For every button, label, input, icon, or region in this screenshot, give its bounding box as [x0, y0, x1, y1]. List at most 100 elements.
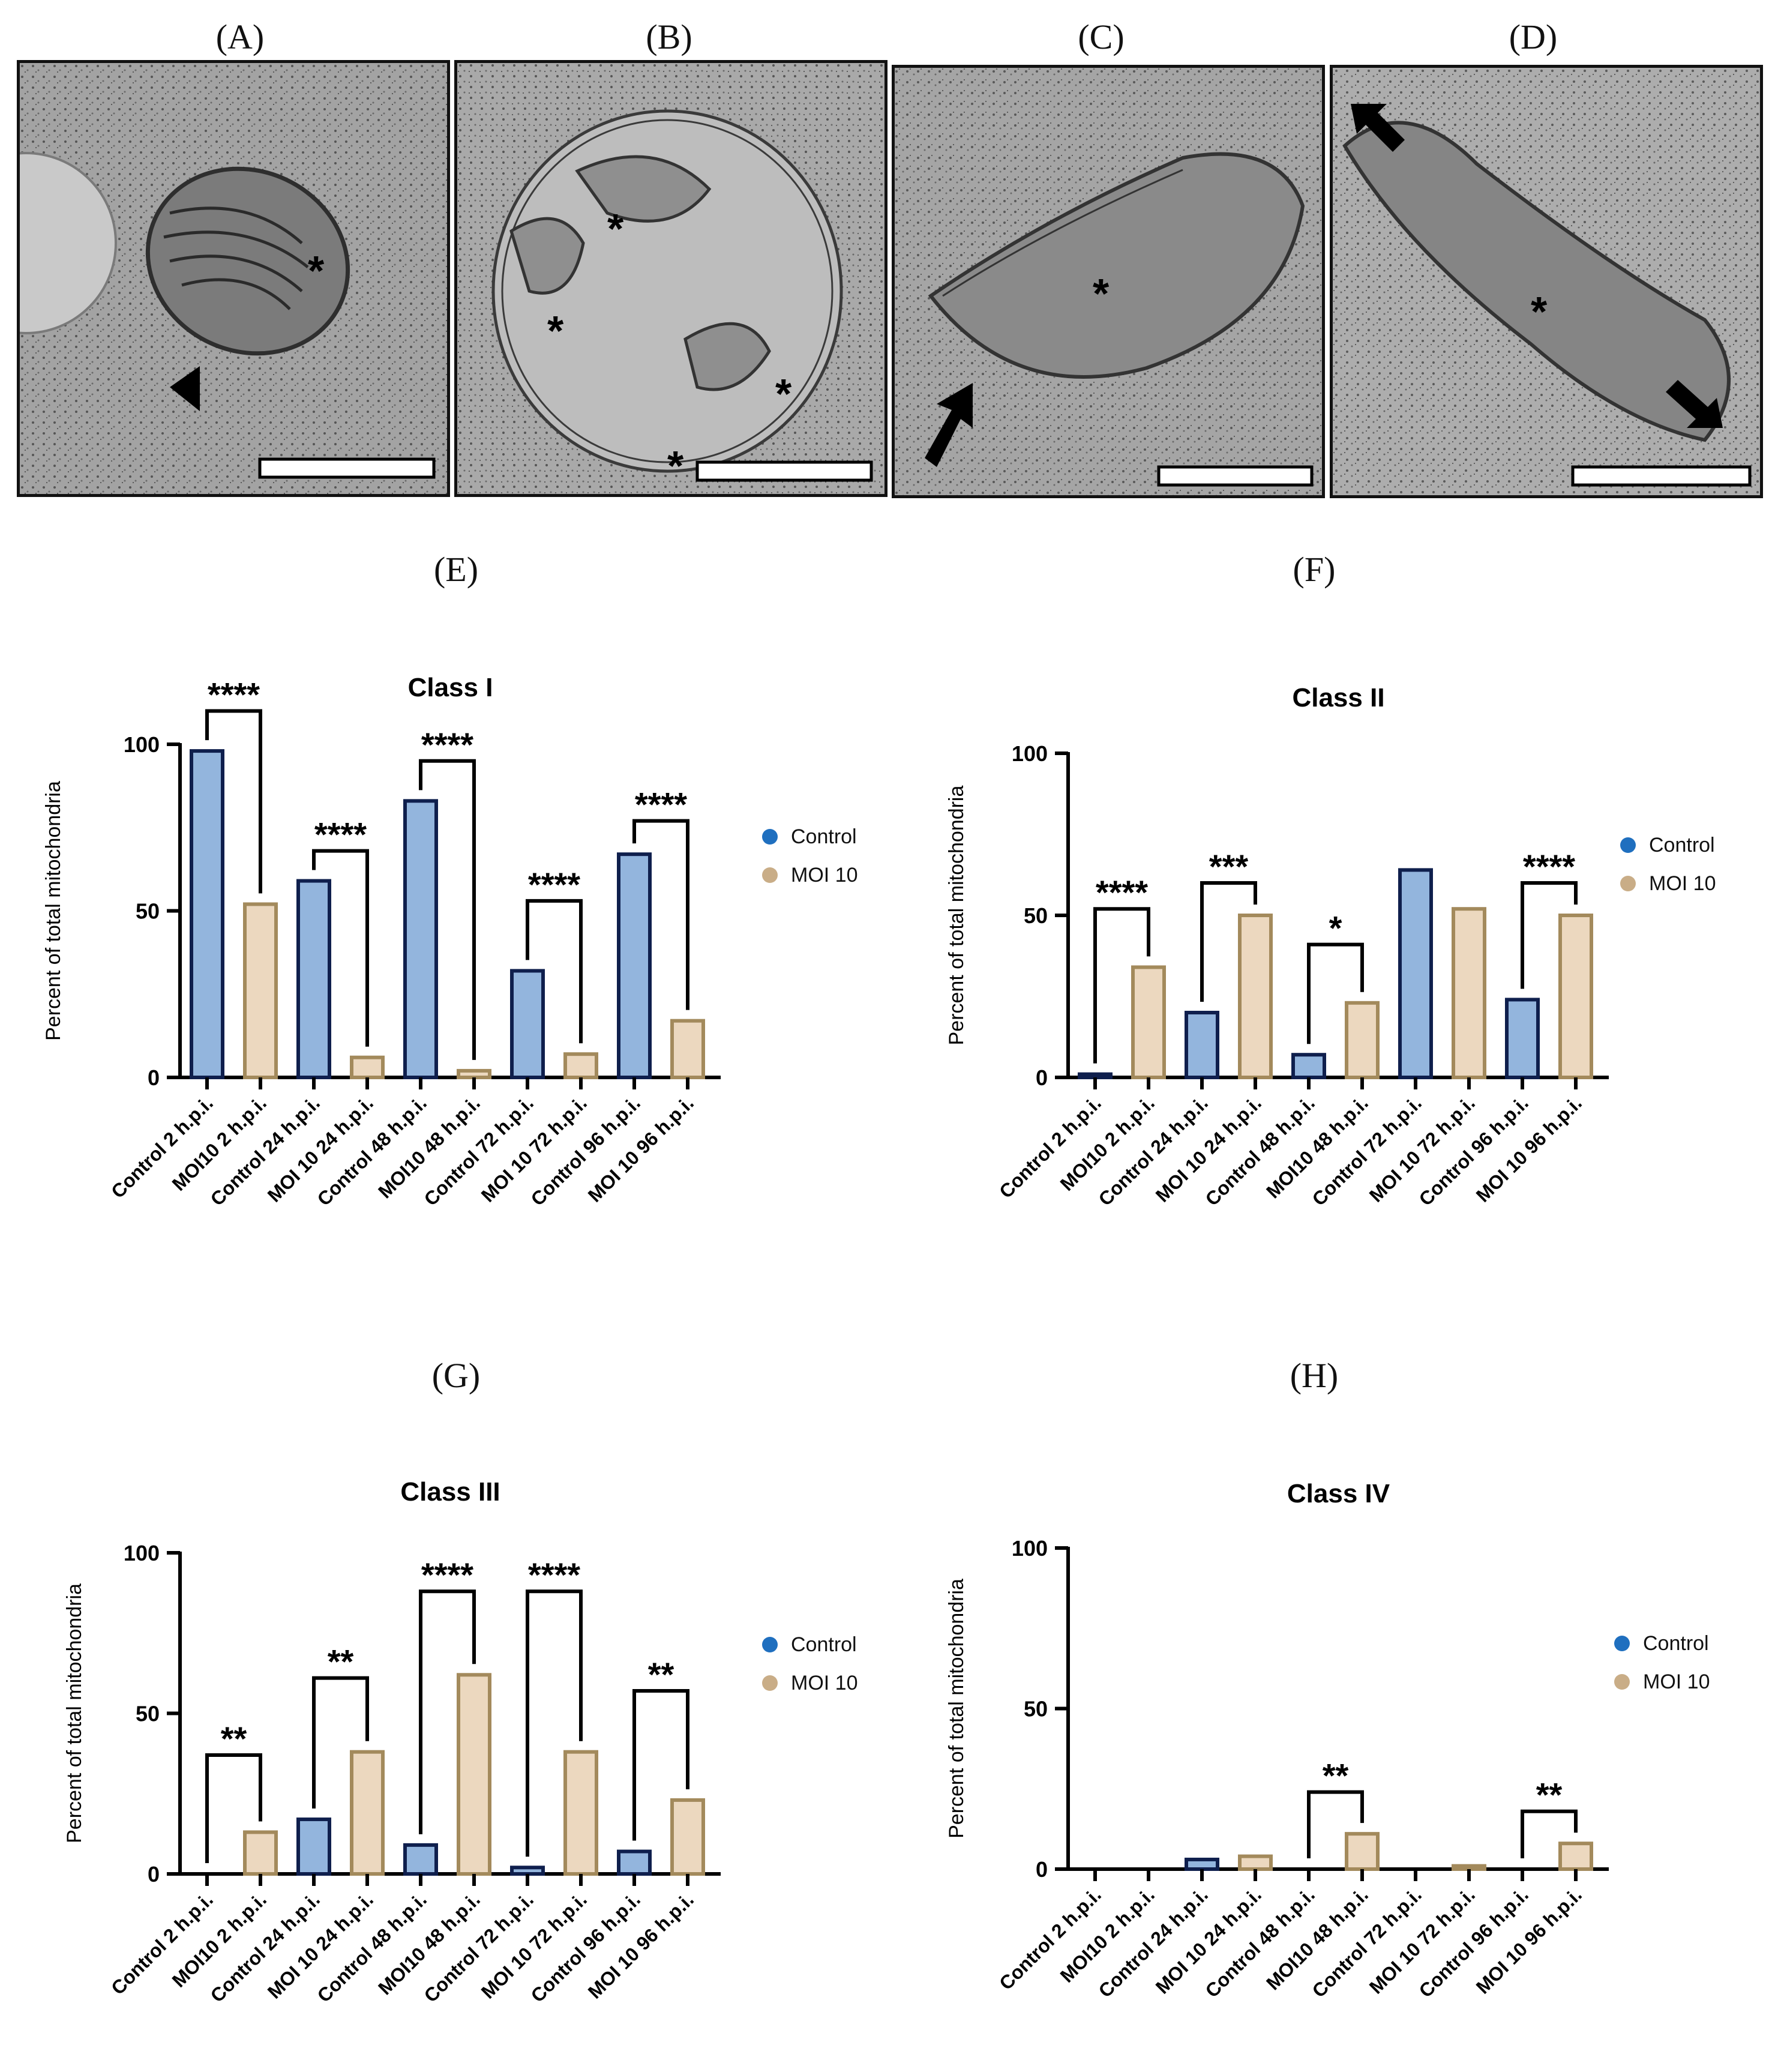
- chart-class-1: Class I Percent of total mitochondria 0 50 1…: [0, 648, 888, 1297]
- bar-control: [403, 1843, 438, 1876]
- panel-label-h: (H): [1290, 1356, 1339, 1395]
- asterisk-marker: *: [775, 370, 792, 417]
- chart-title: Class I: [408, 673, 493, 702]
- significance-label: **: [1323, 1757, 1349, 1795]
- y-axis-label: Percent of total mitochondria: [945, 786, 968, 1046]
- panel-label-e: (E): [433, 550, 479, 589]
- bar-chart-class-2: Class II Percent of total mitochondria 0 50…: [945, 683, 1609, 1210]
- bar-moi: [670, 1019, 705, 1080]
- legend-label-control: Control: [791, 1633, 857, 1656]
- y-tick-label: 50: [1024, 1697, 1048, 1721]
- asterisk-marker: *: [1093, 270, 1110, 317]
- significance-bracket: [1307, 1790, 1364, 1858]
- significance-label: **: [328, 1643, 354, 1681]
- asterisk-marker: *: [308, 247, 325, 294]
- bar-control: [1185, 1011, 1219, 1079]
- significance-bracket: [1307, 942, 1364, 1044]
- significance-label: ****: [208, 676, 260, 714]
- x-tick-label: MOI10 2 h.p.i.: [168, 1092, 271, 1194]
- chart-title: Class IV: [1287, 1479, 1390, 1508]
- significance-bracket: [312, 849, 369, 1047]
- y-tick-label: 100: [124, 732, 160, 757]
- bar-moi: [243, 902, 278, 1079]
- chart-class-4: Class IV Percent of total mitochondria 0 50…: [888, 1453, 1776, 2065]
- bar-moi: [1452, 907, 1486, 1079]
- bar-moi: [457, 1068, 491, 1080]
- y-tick-label: 0: [1036, 1065, 1048, 1090]
- y-tick-label: 0: [148, 1065, 160, 1090]
- chart-class-2: Class II Percent of total mitochondria 0 50…: [888, 648, 1776, 1297]
- arrow-marker: [1351, 104, 1405, 152]
- bar-moi: [1238, 1854, 1273, 1871]
- chart-class-3: Class III Percent of total mitochondria 0 5…: [0, 1453, 888, 2065]
- legend-class-1: Control MOI 10: [762, 818, 857, 894]
- scale-bar: [1157, 465, 1314, 487]
- micrograph-a: *: [17, 60, 450, 497]
- significance-label: ****: [1096, 873, 1148, 911]
- arrowhead-marker: [170, 366, 200, 411]
- significance-label: ****: [421, 726, 473, 763]
- chart-title: Class II: [1292, 683, 1384, 712]
- bar-control: [1185, 1857, 1219, 1872]
- legend-dot-control: [762, 829, 778, 845]
- panel-label-c: (C): [1078, 17, 1125, 56]
- bar-control: [190, 749, 224, 1080]
- y-tick-label: 100: [124, 1541, 160, 1565]
- significance-bracket: [1521, 881, 1578, 989]
- y-axis-label: Percent of total mitochondria: [63, 1583, 86, 1843]
- bar-control: [617, 1849, 652, 1876]
- bar-control: [296, 879, 331, 1079]
- panel-label-d: (D): [1509, 17, 1558, 56]
- bar-control: [1505, 998, 1540, 1080]
- panel-label-a: (A): [215, 17, 265, 56]
- bar-control: [403, 799, 438, 1079]
- bar-chart-class-3: Class III Percent of total mitochondria 0 5…: [63, 1477, 721, 2007]
- bar-moi: [1452, 1864, 1486, 1872]
- significance-label: ****: [314, 816, 367, 854]
- y-tick-label: 0: [1036, 1857, 1048, 1882]
- significance-label: ****: [528, 866, 580, 903]
- bar-chart-class-4: Class IV Percent of total mitochondria 0 50…: [945, 1479, 1609, 2002]
- arrow-marker: [925, 383, 973, 467]
- significance-label: ****: [528, 1556, 580, 1594]
- significance-bracket: [1521, 1809, 1578, 1858]
- legend-class-4: Control MOI 10: [1614, 1624, 1710, 1701]
- legend-label-control: Control: [791, 825, 857, 848]
- panel-label-g: (G): [431, 1356, 481, 1395]
- bar-control: [1291, 1053, 1326, 1080]
- bar-control: [1398, 868, 1433, 1079]
- bar-moi: [670, 1798, 705, 1876]
- legend-label-moi: MOI 10: [791, 863, 858, 887]
- significance-bracket: [1093, 907, 1150, 1064]
- y-axis-label: Percent of total mitochondria: [945, 1579, 968, 1839]
- asterisk-marker: *: [1531, 288, 1548, 335]
- legend-dot-moi: [1620, 876, 1636, 891]
- bar-moi: [350, 1055, 385, 1080]
- significance-label: **: [1536, 1776, 1563, 1814]
- y-tick-label: 50: [136, 1702, 160, 1726]
- bar-control: [296, 1818, 331, 1876]
- bar-moi: [563, 1052, 598, 1080]
- legend-class-3: Control MOI 10: [762, 1625, 857, 1702]
- significance-label: *: [1329, 909, 1342, 947]
- x-tick-label: MOI10 2 h.p.i.: [1056, 1092, 1159, 1194]
- significance-bracket: [312, 1676, 369, 1809]
- significance-bracket: [205, 1753, 262, 1863]
- bar-control: [1078, 1072, 1113, 1079]
- legend-label-control: Control: [1643, 1631, 1709, 1655]
- significance-bracket: [632, 819, 689, 1010]
- y-tick-label: 50: [136, 899, 160, 924]
- bar-control: [617, 852, 652, 1079]
- micrograph-b: * * * *: [454, 60, 887, 497]
- significance-label: **: [648, 1655, 674, 1693]
- significance-bracket: [419, 759, 476, 1060]
- legend-dot-control: [762, 1637, 778, 1652]
- y-tick-label: 100: [1012, 741, 1048, 766]
- legend-label-moi: MOI 10: [791, 1671, 858, 1694]
- significance-bracket: [1200, 881, 1257, 1002]
- legend-label-moi: MOI 10: [1643, 1670, 1710, 1693]
- asterisk-marker: *: [607, 205, 624, 252]
- y-tick-label: 0: [148, 1862, 160, 1887]
- bar-moi: [563, 1750, 598, 1876]
- y-axis-label: Percent of total mitochondria: [42, 781, 65, 1041]
